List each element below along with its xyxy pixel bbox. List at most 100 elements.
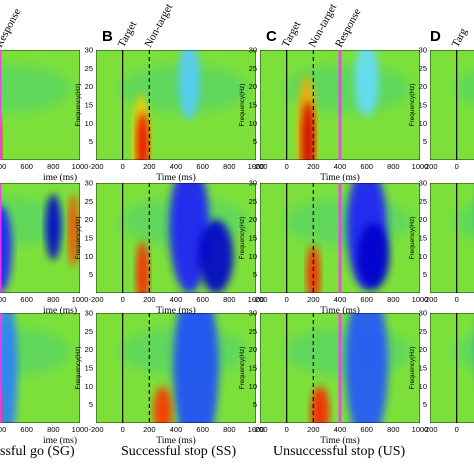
x-tick-label: 200: [307, 295, 320, 304]
y-tick-label: 30: [249, 179, 257, 188]
x-tick-label: 400: [334, 295, 347, 304]
y-tick-label: 25: [249, 64, 257, 73]
x-axis-label: ime (ms): [43, 305, 77, 316]
event-label-targ: Targ: [450, 26, 470, 50]
x-tick-label: 0: [455, 295, 459, 304]
x-tick-label: 1000: [72, 162, 89, 171]
x-tick-label: 200: [307, 162, 320, 171]
x-tick-label: 0: [285, 425, 289, 434]
y-tick-label: 30: [419, 46, 427, 55]
x-tick-label: 0: [455, 162, 459, 171]
x-tick-label: 800: [387, 162, 400, 171]
y-tick-label: 20: [85, 82, 93, 91]
heatmap-blob: [136, 241, 150, 293]
heatmap-blob: [0, 313, 18, 423]
heatmap-sg-row-3: [0, 313, 80, 423]
x-tick-label: 800: [47, 162, 60, 171]
y-tick-label: 5: [423, 270, 427, 279]
y-tick-label: 20: [249, 215, 257, 224]
x-tick-label: 0: [121, 162, 125, 171]
panel-letter-c: C: [266, 28, 277, 45]
x-tick-label: 600: [196, 295, 209, 304]
x-tick-label: 1000: [248, 162, 265, 171]
heatmap-blob: [0, 205, 12, 293]
y-tick-label: 30: [249, 309, 257, 318]
heatmap-blob: [173, 313, 219, 423]
x-tick-label: -200: [252, 425, 267, 434]
y-tick-label: 15: [249, 234, 257, 243]
x-tick-label: 1000: [412, 295, 429, 304]
y-tick-label: 10: [419, 382, 427, 391]
y-tick-label: 25: [85, 197, 93, 206]
heatmap-blob: [354, 50, 379, 116]
x-tick-label: 1000: [72, 295, 89, 304]
y-axis-label: Frequency(Hz): [75, 347, 82, 390]
y-tick-label: 30: [85, 309, 93, 318]
x-tick-label: 600: [196, 425, 209, 434]
heatmap-d-row-3: [430, 313, 474, 423]
y-tick-label: 15: [249, 364, 257, 373]
x-tick-label: 600: [360, 162, 373, 171]
y-tick-label: 30: [419, 179, 427, 188]
x-tick-label: 800: [223, 295, 236, 304]
heatmap-blob: [153, 386, 172, 423]
x-tick-label: 800: [47, 295, 60, 304]
heatmap-blob: [136, 112, 149, 160]
heatmap-us-row-1: [260, 50, 420, 160]
x-tick-label: 200: [143, 295, 156, 304]
heatmap-blob: [301, 101, 315, 160]
y-tick-label: 10: [249, 119, 257, 128]
x-axis-label: Time (ms): [156, 305, 196, 316]
panel-letter-d: D: [430, 28, 441, 45]
heatmap-region: [454, 203, 474, 240]
heatmap-blob: [310, 386, 330, 423]
x-tick-label: 0: [455, 425, 459, 434]
x-tick-label: 400: [334, 425, 347, 434]
heatmap-blob: [357, 223, 390, 290]
x-tick-label: 600: [20, 425, 33, 434]
y-tick-label: 10: [249, 252, 257, 261]
y-tick-label: 5: [253, 270, 257, 279]
y-axis-label: Frequency(Hz): [409, 217, 416, 260]
y-tick-label: 20: [419, 215, 427, 224]
y-tick-label: 15: [249, 101, 257, 110]
y-tick-label: 30: [419, 309, 427, 318]
y-tick-label: 20: [419, 82, 427, 91]
heatmap-ss-row-2: [96, 183, 256, 293]
y-tick-label: 5: [89, 137, 93, 146]
x-tick-label: 600: [20, 295, 33, 304]
event-label-non-target: Non-target: [142, 2, 175, 50]
heatmap-blob: [198, 219, 234, 293]
y-axis-label: Frequency(Hz): [409, 347, 416, 390]
x-tick-label: 800: [223, 425, 236, 434]
x-tick-label: -200: [422, 162, 437, 171]
y-tick-label: 20: [249, 82, 257, 91]
x-tick-label: 800: [387, 295, 400, 304]
x-tick-label: 800: [47, 425, 60, 434]
heatmap-sg-row-2: [0, 183, 80, 293]
heatmap-d-row-2: [430, 183, 474, 293]
y-tick-label: 20: [419, 345, 427, 354]
heatmap-panels: [0, 50, 474, 423]
x-tick-label: 400: [0, 162, 6, 171]
x-tick-label: 600: [20, 162, 33, 171]
y-tick-label: 15: [419, 234, 427, 243]
y-tick-label: 25: [85, 327, 93, 336]
y-tick-label: 30: [85, 46, 93, 55]
heatmap-ss-row-1: [96, 50, 256, 160]
heatmap-blob: [45, 194, 62, 260]
y-axis-label: Frequency(Hz): [239, 217, 246, 260]
x-tick-label: -200: [422, 425, 437, 434]
x-tick-label: -200: [422, 295, 437, 304]
y-tick-label: 30: [249, 46, 257, 55]
x-tick-label: 600: [360, 295, 373, 304]
x-axis-label: ime (ms): [43, 435, 77, 446]
x-tick-label: 400: [334, 162, 347, 171]
heatmap-background: [430, 183, 474, 293]
x-tick-label: -200: [88, 295, 103, 304]
y-tick-label: 20: [85, 345, 93, 354]
heatmap-us-row-2: [260, 183, 420, 293]
y-tick-label: 20: [85, 215, 93, 224]
y-tick-label: 15: [85, 234, 93, 243]
heatmap-region: [0, 327, 72, 376]
